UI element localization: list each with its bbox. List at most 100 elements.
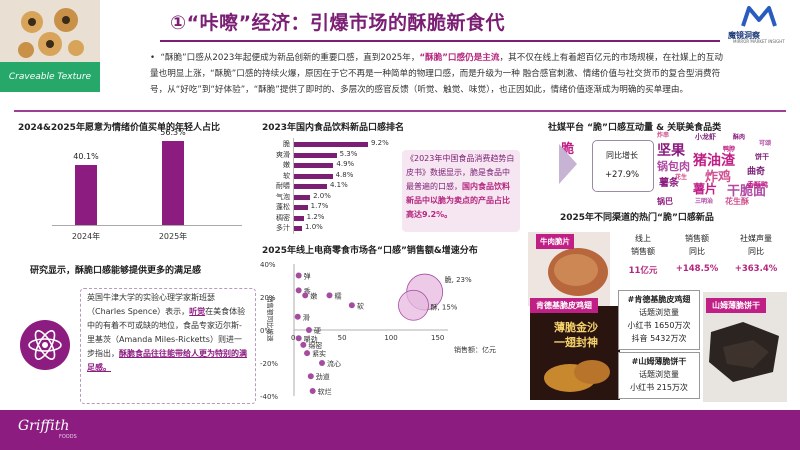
bubble-point (295, 335, 302, 342)
mid-bar (294, 194, 311, 200)
sam-stats-sub: 话题浏览量 (639, 370, 679, 379)
brand-logo-icon (741, 6, 777, 27)
kfc-stats-title: #肯德基脆皮鸡翅 (627, 295, 691, 304)
left-bar-value: 40.1% (73, 151, 99, 161)
bubble-point (309, 388, 316, 395)
mid-bar (294, 184, 327, 189)
bubble-x-tick: 0 (291, 334, 295, 342)
cloud-word: 可颂 (759, 140, 772, 147)
bubble-x-tick: 100 (384, 334, 397, 342)
beef-chips-tag: 牛肉脆片 (536, 234, 574, 249)
cracker-image-icon (18, 8, 84, 58)
left-chart-title: 2024&2025年愿意为情绪价值买单的年轻人占比 (18, 123, 220, 133)
sam-stats-title: #山姆薄脆饼干 (631, 357, 687, 366)
bubble-label: 绵密 (308, 341, 322, 350)
col2-header: 销售额 同比 (685, 234, 709, 256)
cloud-word: 曲奇 (747, 167, 766, 177)
bubble-label: 酥, 15% (430, 302, 457, 311)
cloud-word: 三明治 (695, 198, 714, 205)
kfc-wings-tag: 肯德基脆皮鸡翅 (530, 298, 598, 313)
social-title: 社媒平台 “脆”口感互动量 & 关联美食品类 (548, 123, 722, 133)
growth-label: 同比增长 (606, 151, 638, 160)
sam-stats-box (618, 352, 700, 399)
bubble-label: 软烂 (318, 387, 332, 396)
study-text-1: 英国牛津大学的实验心理学家斯班瑟（Charles Spence）表示， (87, 293, 215, 316)
col1-value: 11亿元 (628, 266, 658, 276)
bubble-label: 弹 (304, 272, 311, 281)
word-cloud: 坚果 猪油渣 锅包肉 炸鸡 曲奇 薯条 薯片 干脆面 花生酥 小龙虾 锅巴 香酥鸭 三明治 炸串 饼干 酥肉鸭… (655, 130, 780, 210)
cloud-word: 薯片 (693, 182, 718, 196)
mid-bar-category: 嫩 (283, 161, 290, 169)
bubble-y-tick: 0% (260, 327, 271, 335)
bubble-point (294, 313, 301, 320)
cloud-word: 锅包肉 (657, 160, 690, 173)
kfc-stats-sub: 话题浏览量 (639, 308, 679, 317)
mid-chart-note: 《2023年中国食品消费趋势白皮书》数据显示，脆是食品中最普遍的口感，国内食品饮… (402, 150, 520, 232)
bubble-y-tick: -40% (260, 393, 278, 401)
study-title: 研究显示，酥脆口感能够提供更多的满足感 (30, 266, 202, 276)
cloud-word: 酥肉 (733, 134, 746, 141)
bubble-x-tick: 150 (431, 334, 444, 342)
mid-bar-category: 脆 (283, 140, 290, 148)
bubble-point (319, 360, 325, 366)
bubble-label: 香 (304, 286, 311, 295)
bubble-x-label: 销售额：亿元 (454, 345, 496, 354)
col3-value: +363.4% (734, 264, 778, 274)
mid-bar-value: 1.7% (310, 202, 329, 210)
mid-bar-category: 多汁 (276, 224, 290, 232)
mid-bar-category: 蓬松 (276, 203, 290, 211)
atom-icon (28, 330, 62, 360)
cloud-word: 炸鸡 (705, 170, 732, 185)
left-bar (162, 140, 184, 225)
bubble-label: 滑 (303, 313, 310, 322)
cloud-word: 鸭脖 (723, 146, 736, 153)
bubble-label: 硬 (314, 327, 321, 335)
section-divider (14, 110, 786, 112)
kfc-promo-text: 薄脆金沙 一翅封神 (554, 321, 598, 349)
mid-bar-value: 4.8% (335, 170, 354, 179)
channels-title: 2025年不同渠道的热门“脆”口感新品 (560, 213, 714, 223)
cloud-word: 炸串 (657, 132, 670, 139)
brand-name: 魔镜洞察 (728, 31, 760, 40)
mid-chart-axis (293, 138, 294, 234)
hero-caption: Craveable Texture (0, 62, 100, 92)
mid-bar (294, 152, 337, 158)
brand-subtitle: MIRROR MARKET INSIGHT (733, 39, 785, 44)
footer-logo-sub: FOODS (59, 434, 77, 440)
mid-bar (294, 142, 368, 147)
mid-bar-category: 稠密 (276, 213, 290, 222)
footer-bar (0, 410, 800, 450)
kfc-stats-row1: 小红书 1650万次 (627, 321, 691, 330)
mid-bar-category: 爽滑 (276, 150, 290, 159)
bubble-point (295, 272, 302, 279)
title-underline (160, 40, 720, 42)
mid-bar (294, 205, 308, 210)
bubble-point (307, 373, 314, 380)
bubble-point (305, 327, 312, 333)
bubble-label: 糯 (334, 291, 341, 300)
cloud-word: 锅巴 (657, 197, 673, 206)
bubble-point (304, 350, 311, 357)
mid-bar-value: 1.2% (306, 212, 325, 221)
bubble-point (348, 302, 355, 309)
bubble-label: 紧实 (312, 349, 326, 358)
bubble-label: 劲道 (316, 372, 330, 381)
mid-bar-value: 4.1% (329, 181, 348, 189)
col1-header: 线上 销售额 (631, 234, 655, 256)
intro-text-2: 量也明显上涨，“酥脆”口感的持续火爆，原因在于它不再是一种简单的物理口感，而是升… (150, 69, 721, 79)
cloud-word: 香酥鸭 (747, 181, 768, 189)
kfc-stats-row2: 抖音 5432万次 (631, 334, 687, 343)
cloud-word: 饼干 (755, 153, 769, 161)
bubble-label: 嚼劲 (304, 334, 318, 343)
bubble-x-tick: 50 (338, 334, 347, 342)
bubble-chart-title: 2025年线上电商零食市场各“口感”销售额&增速分布 (262, 246, 478, 256)
left-bar-value: 56.3% (160, 127, 186, 137)
bubble-label: 脆, 23% (445, 275, 472, 284)
intro-bullet: • (150, 53, 161, 63)
note-text: 《2023年中国食品消费趋势白皮书》数据显示，脆是食品中最普遍的口感， (406, 154, 515, 191)
mid-chart-title: 2023年国内食品饮料新品口感排名 (262, 123, 405, 133)
kfc-wings-image (530, 306, 620, 400)
mid-bar (294, 173, 333, 179)
bubble-label: 流心 (327, 359, 341, 368)
